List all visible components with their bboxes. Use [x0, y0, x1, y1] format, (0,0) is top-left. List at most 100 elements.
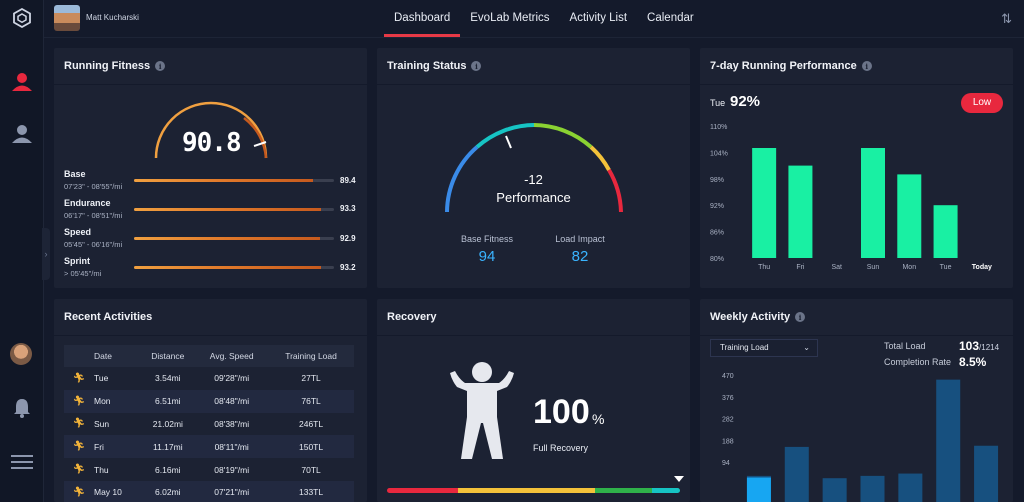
- info-icon[interactable]: i: [471, 61, 482, 71]
- table-row[interactable]: 🏃︎ May 10 6.02mi 07'21"/mi 133TL: [64, 480, 354, 502]
- fitness-row-value: 89.4: [340, 176, 356, 185]
- card-title: Recent Activities: [64, 311, 153, 323]
- y-tick-label: 470: [722, 373, 734, 380]
- table-row[interactable]: 🏃︎ Sun 21.02mi 08'38"/mi 246TL: [64, 412, 354, 436]
- table-cell: Fri: [94, 435, 141, 459]
- card-title: 7-day Running Performance: [710, 60, 857, 72]
- total-load-label: Total Load: [884, 341, 926, 351]
- chart-bar[interactable]: [933, 205, 958, 258]
- user-avatar[interactable]: [54, 5, 80, 31]
- top-bar: Matt Kucharski Dashboard EvoLab Metrics …: [44, 0, 1024, 38]
- chart-bar[interactable]: [822, 478, 847, 502]
- x-tick-label: Mon: [902, 264, 916, 271]
- table-cell: May 10: [94, 480, 141, 502]
- chart-bar[interactable]: [974, 445, 999, 502]
- sidebar-collapse-handle[interactable]: ›: [42, 228, 50, 280]
- performance-chart: 110% 104% 98% 92% 86% 80% Thu Fri Sat Sun Mon Tue To…: [710, 124, 992, 271]
- fitness-bar: [134, 237, 334, 240]
- sort-icon[interactable]: ⇅: [1001, 11, 1012, 26]
- select-value: Training Load: [720, 343, 769, 352]
- tab-activity-list[interactable]: Activity List: [569, 12, 628, 24]
- running-icon: 🏃︎: [72, 372, 86, 384]
- table-cell: 133TL: [268, 480, 354, 502]
- main-nav: Dashboard EvoLab Metrics Activity List C…: [384, 0, 704, 38]
- card-title: Training Status: [387, 60, 467, 72]
- chart-bar[interactable]: [898, 473, 923, 502]
- y-tick-label: 282: [722, 417, 734, 424]
- column-header[interactable]: Avg. Speed: [195, 345, 269, 367]
- chart-bar[interactable]: [861, 148, 885, 258]
- recovery-value: 100: [533, 393, 590, 431]
- fitness-gauge: [154, 101, 268, 159]
- table-row[interactable]: 🏃︎ Tue 3.54mi 09'28"/mi 27TL: [64, 367, 354, 390]
- y-tick-label: 188: [722, 438, 734, 445]
- fitness-row-value: 93.2: [340, 263, 356, 272]
- table-cell: 11.17mi: [140, 435, 196, 459]
- fitness-bar: [134, 179, 334, 182]
- info-icon[interactable]: i: [155, 61, 166, 71]
- menu-icon[interactable]: [10, 450, 34, 474]
- fitness-row-range: 07'23" - 08'55"/mi: [64, 182, 123, 191]
- running-icon: 🏃︎: [72, 464, 86, 476]
- table-cell: 76TL: [268, 389, 354, 413]
- y-tick-label: 98%: [710, 177, 724, 184]
- table-row[interactable]: 🏃︎ Thu 6.16mi 08'19"/mi 70TL: [64, 458, 354, 481]
- y-tick-label: 376: [722, 395, 734, 402]
- tab-dashboard[interactable]: Dashboard: [384, 0, 461, 37]
- column-header[interactable]: Training Load: [268, 345, 354, 367]
- y-tick-label: 94: [722, 460, 730, 467]
- table-cell: Thu: [94, 458, 141, 481]
- table-cell: 70TL: [268, 458, 354, 481]
- card-title: Recovery: [387, 311, 437, 323]
- activities-table: Date Distance Avg. Speed Training Load 🏃…: [64, 345, 354, 502]
- load-impact-label: Load Impact: [555, 234, 605, 244]
- info-icon[interactable]: i: [795, 312, 806, 322]
- bell-icon[interactable]: [10, 396, 34, 420]
- table-cell: 246TL: [268, 412, 354, 436]
- chart-bar[interactable]: [784, 446, 809, 502]
- table-cell: 08'48"/mi: [195, 389, 269, 413]
- info-icon[interactable]: i: [861, 61, 872, 71]
- running-icon: 🏃︎: [72, 486, 86, 498]
- y-tick-label: 92%: [710, 203, 724, 210]
- table-cell: Sun: [94, 412, 141, 436]
- column-header[interactable]: Date: [94, 345, 141, 367]
- x-tick-label: Fri: [796, 264, 805, 271]
- profile-icon[interactable]: [10, 70, 34, 94]
- fitness-row-range: 05'45" - 06'16"/mi: [64, 240, 123, 249]
- performance-day: Tue: [710, 98, 726, 108]
- fitness-bar: [134, 266, 334, 269]
- fitness-row-value: 92.9: [340, 234, 356, 243]
- app-logo-icon[interactable]: [12, 8, 32, 28]
- completion-value: 8.5%: [959, 355, 987, 369]
- friends-icon[interactable]: [10, 122, 34, 146]
- username: Matt Kucharski: [86, 13, 139, 22]
- fitness-row-range: > 05'45"/mi: [64, 269, 102, 278]
- chart-bar[interactable]: [752, 148, 777, 258]
- metric-select[interactable]: Training Load ⌄: [710, 339, 818, 357]
- completion-label: Completion Rate: [884, 357, 952, 367]
- chart-bar[interactable]: [860, 475, 885, 502]
- chart-bar[interactable]: [897, 174, 922, 258]
- tab-calendar[interactable]: Calendar: [647, 12, 694, 24]
- running-icon: 🏃︎: [72, 418, 86, 430]
- avatar[interactable]: [10, 343, 32, 365]
- weekly-chart: 470 376 282 188 94: [722, 373, 999, 502]
- chart-bar[interactable]: [788, 165, 813, 258]
- tab-evolab-metrics[interactable]: EvoLab Metrics: [470, 12, 550, 24]
- table-cell: 150TL: [268, 435, 354, 459]
- x-tick-label: Thu: [758, 264, 770, 271]
- performance-card: 7-day Running Performance i Tue 92% Low 1…: [700, 48, 1013, 288]
- column-header[interactable]: Distance: [140, 345, 196, 367]
- training-status-value: -12: [524, 172, 543, 187]
- chart-bar[interactable]: [936, 379, 961, 502]
- table-cell: Mon: [94, 389, 141, 413]
- table-row[interactable]: 🏃︎ Fri 11.17mi 08'11"/mi 150TL: [64, 435, 354, 459]
- recent-activities-card: Recent Activities Date Distance Avg. Spe…: [54, 299, 367, 502]
- table-cell: Tue: [94, 367, 141, 390]
- fitness-row-value: 93.3: [340, 204, 356, 213]
- performance-value: 92%: [730, 93, 761, 110]
- table-row[interactable]: 🏃︎ Mon 6.51mi 08'48"/mi 76TL: [64, 389, 354, 413]
- base-fitness-label: Base Fitness: [460, 234, 514, 244]
- x-tick-label: Tue: [940, 264, 952, 271]
